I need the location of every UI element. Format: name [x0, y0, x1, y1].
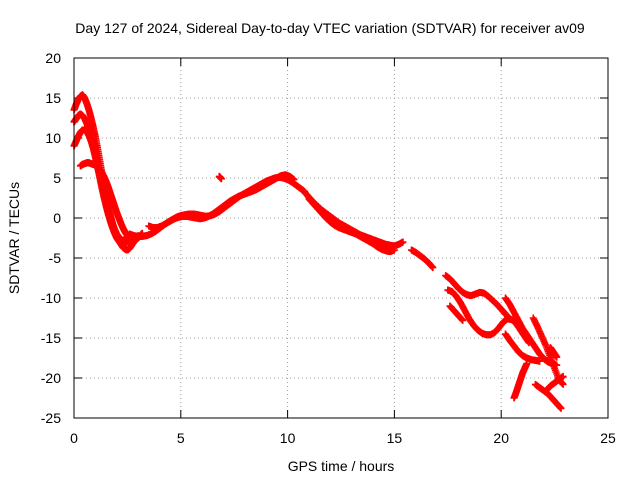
- series-track-late-8: [529, 314, 567, 388]
- y-tick-label: 20: [45, 50, 61, 66]
- y-tick-label: -5: [49, 250, 62, 266]
- y-tick-label: 15: [45, 90, 61, 106]
- x-tick-label: 0: [70, 430, 78, 446]
- data-point: [429, 264, 437, 272]
- series-track-upper-3: [70, 126, 131, 244]
- x-tick-labels: 0 5 10 15 20 25: [70, 430, 616, 446]
- y-tick-label: 10: [45, 130, 61, 146]
- x-tick-label: 10: [280, 430, 296, 446]
- series-track-late-7: [510, 360, 531, 402]
- x-tick-label: 5: [177, 430, 185, 446]
- data-point: [523, 360, 531, 368]
- y-tick-label: 0: [53, 210, 61, 226]
- plot-frame: [73, 57, 609, 419]
- series-track-late-11: [546, 344, 561, 361]
- grid-lines: [74, 58, 608, 418]
- data-point: [217, 175, 225, 183]
- series-track-late-6: [501, 330, 544, 365]
- data-point: [553, 353, 561, 361]
- data-point: [559, 372, 567, 380]
- y-tick-label: -10: [41, 290, 61, 306]
- y-tick-label: -15: [41, 330, 61, 346]
- data-point: [290, 176, 298, 184]
- data-points: [70, 91, 567, 412]
- x-tick-label: 15: [387, 430, 403, 446]
- chart-title: Day 127 of 2024, Sidereal Day-to-day VTE…: [75, 20, 585, 36]
- data-point: [459, 316, 467, 324]
- data-point: [557, 404, 565, 412]
- series-track-isolated: [215, 172, 225, 183]
- data-point: [390, 246, 398, 254]
- y-tick-labels: -25 -20 -15 -10 -5 0 5 10 15 20: [41, 50, 61, 426]
- series-track-descending-2: [305, 195, 398, 256]
- x-tick-label: 25: [600, 430, 616, 446]
- series-track-late-10: [542, 372, 567, 395]
- data-point: [399, 238, 407, 246]
- x-tick-label: 20: [493, 430, 509, 446]
- y-tick-label: -25: [41, 410, 61, 426]
- y-axis-label: SDTVAR / TECUs: [6, 182, 22, 294]
- series-track-mid-2: [145, 171, 298, 232]
- series-track-descending: [301, 188, 407, 250]
- data-point: [559, 380, 567, 388]
- x-axis-label: GPS time / hours: [288, 458, 395, 474]
- series-track-late-9: [531, 380, 565, 412]
- data-point: [536, 357, 544, 365]
- series-track-late-4: [446, 302, 467, 324]
- y-tick-label: -20: [41, 370, 61, 386]
- series-track-late-1: [407, 246, 437, 272]
- y-tick-label: 5: [53, 170, 61, 186]
